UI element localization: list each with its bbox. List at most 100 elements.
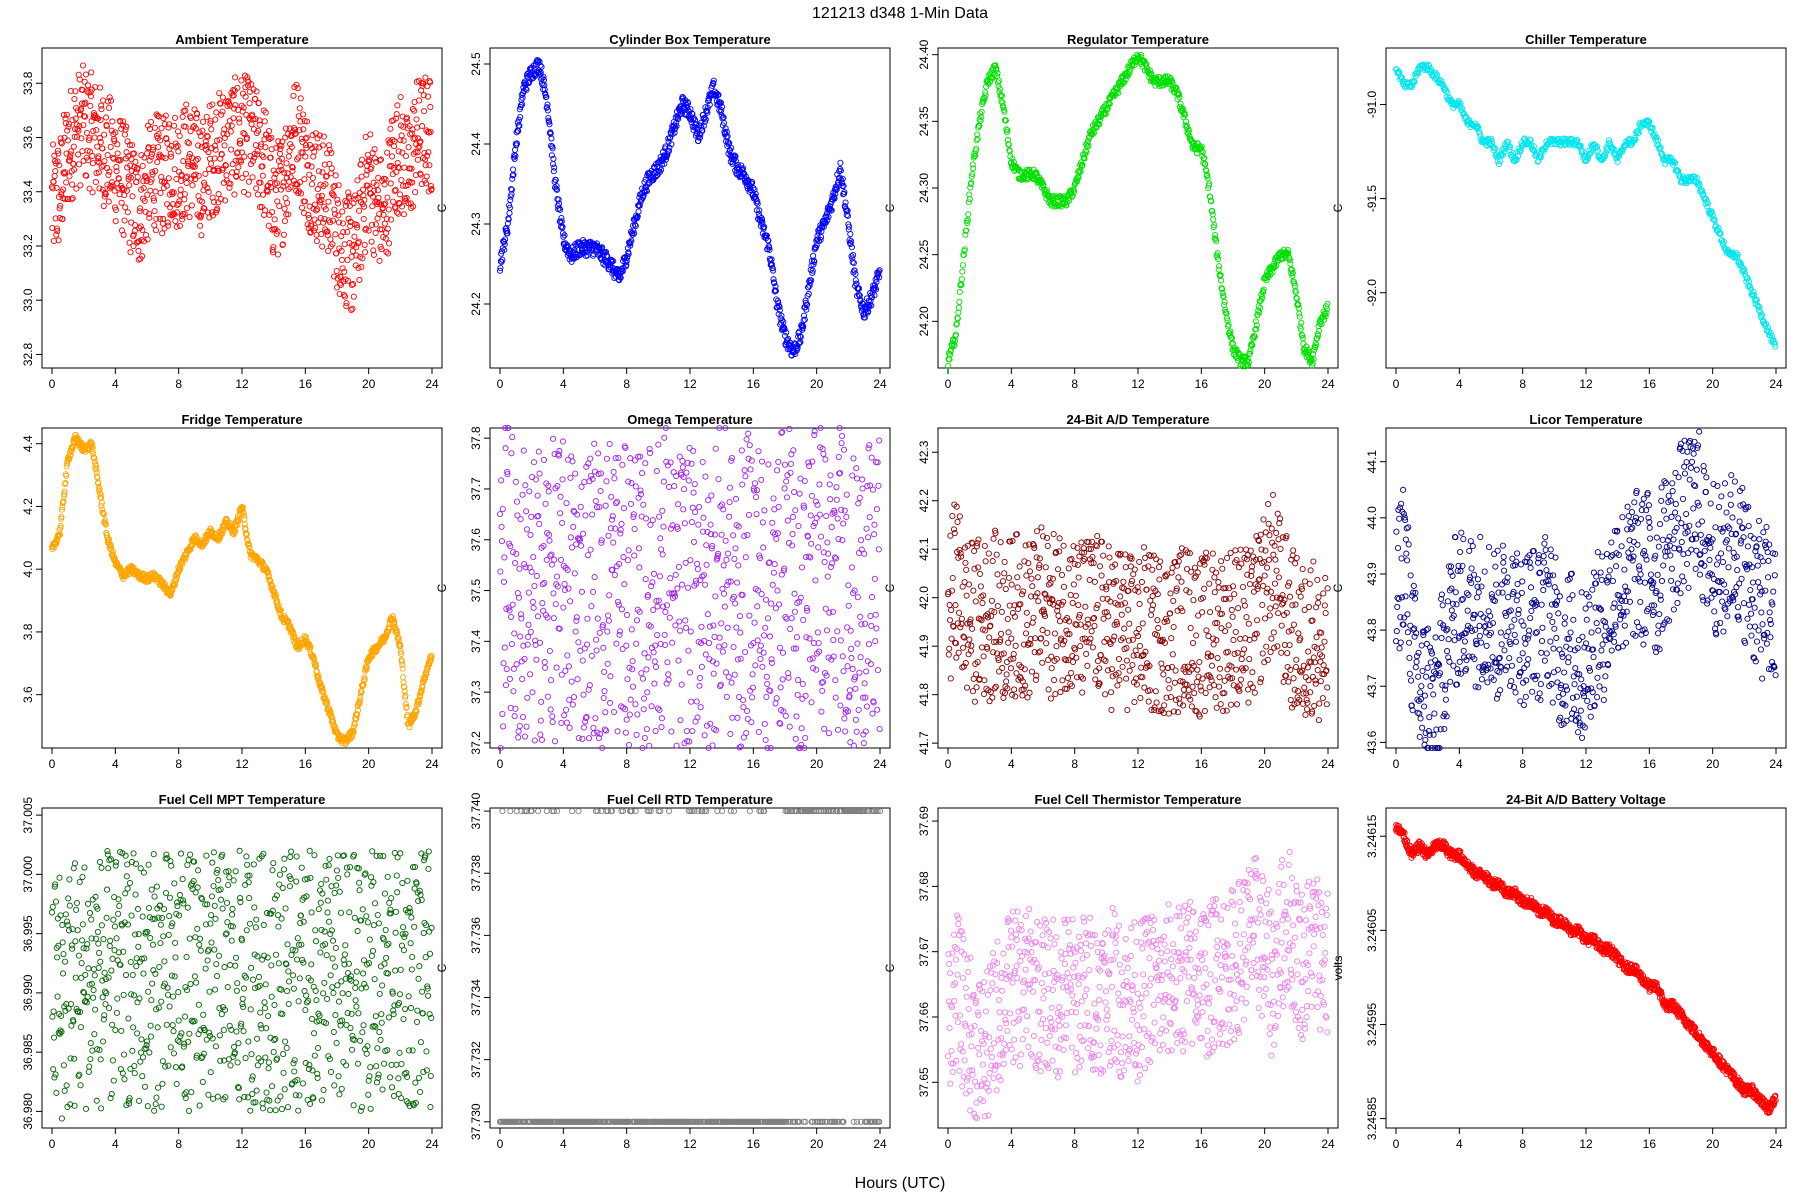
data-point [580,691,587,698]
data-point [496,267,504,274]
data-point [169,191,176,198]
data-point [409,105,416,113]
data-point [205,188,212,195]
data-point [509,601,516,608]
data-point [242,93,249,100]
data-point [955,304,962,311]
data-point [50,178,57,185]
data-point [154,159,161,166]
data-point [141,197,148,204]
x-tick-label: 4 [112,757,119,771]
data-point [421,108,428,115]
data-point [235,164,242,171]
data-point [66,121,73,128]
data-point [97,84,104,91]
data-point [238,77,245,84]
data-point [227,180,234,187]
data-point [632,483,639,490]
x-tick-label: 24 [425,757,439,771]
data-point [535,448,542,455]
data-point [303,144,310,151]
data-point [85,157,92,164]
data-point [956,298,963,305]
data-point [502,445,509,452]
data-point [97,139,104,146]
data-point [113,164,120,171]
data-point [501,246,508,253]
data-point [126,141,133,149]
data-point [559,438,566,445]
data-point [601,688,608,695]
data-point [304,161,312,169]
data-point [178,171,185,178]
data-point [527,628,534,636]
data-point [304,221,311,228]
data-point [132,158,139,165]
data-point [86,185,93,192]
data-point [501,554,508,561]
data-point [424,128,431,135]
data-point [382,235,389,242]
data-point [597,487,604,495]
x-tick-label: 4 [1008,377,1015,391]
y-tick-label: 4.4 [21,435,35,452]
data-point [593,636,600,643]
data-point [570,523,577,530]
data-point [260,154,267,161]
data-points [48,431,435,748]
data-point [219,94,226,101]
data-point [81,100,88,108]
data-point [329,191,336,198]
data-point [385,206,392,213]
data-point [568,453,575,460]
data-point [230,115,237,122]
data-point [368,238,375,245]
data-point [390,198,397,205]
data-point [71,133,78,140]
data-point [330,192,337,199]
data-point [90,127,97,134]
data-point [301,118,308,125]
data-point [134,173,141,180]
data-point [303,118,311,125]
data-point [557,556,565,563]
data-point [80,112,88,120]
data-point [547,130,554,137]
data-point [605,617,612,624]
x-tick-label: 16 [299,757,313,771]
data-point [49,185,56,192]
data-point [320,182,327,190]
data-point [265,128,273,135]
data-point [533,656,540,663]
data-point [532,476,540,483]
data-point [229,161,236,168]
data-point [539,75,546,82]
data-point [180,158,187,165]
data-point [79,148,86,155]
data-point [625,741,633,749]
data-point [567,474,574,481]
data-point [523,86,530,93]
data-point [365,227,372,234]
data-point [403,194,410,201]
data-point [375,174,382,181]
data-point [624,611,631,619]
data-point [363,171,370,178]
data-point [406,123,413,130]
data-point [198,232,205,239]
data-point [337,274,344,281]
data-point [336,290,343,298]
data-point [536,58,543,65]
data-point [298,204,306,211]
data-point [620,505,627,512]
data-point [359,255,366,262]
y-tick-label: 32.8 [21,342,35,366]
data-point [102,191,109,198]
data-point [519,713,527,720]
data-point [549,719,556,726]
data-point [617,526,624,533]
data-point [346,202,353,209]
data-point [640,706,647,713]
data-point [131,150,138,157]
